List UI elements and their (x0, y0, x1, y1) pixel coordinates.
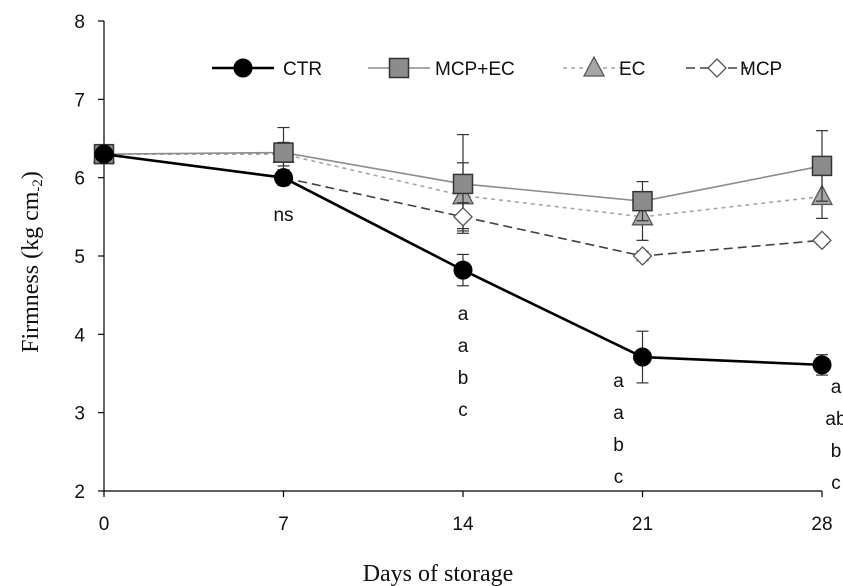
legend-marker (388, 57, 410, 79)
y-axis-title-close: ) (18, 171, 44, 179)
significance-label: a (458, 336, 469, 357)
data-point (94, 144, 114, 164)
y-tick-label: 4 (74, 325, 85, 346)
legend-item-mcp: MCP (686, 58, 782, 80)
data-point (812, 230, 832, 251)
data-point (453, 260, 473, 280)
data-point (633, 347, 652, 367)
data-point (812, 355, 832, 375)
y-tick-label: 3 (74, 404, 85, 425)
significance-label: ab (825, 409, 843, 430)
legend-marker (582, 55, 606, 77)
data-point (273, 142, 294, 163)
x-tick-label: 28 (811, 514, 832, 535)
legend: CTR MCP+EC EC MCP (212, 55, 782, 80)
y-tick-label: 7 (74, 90, 85, 111)
legend-label: EC (619, 59, 645, 80)
significance-label: b (831, 441, 842, 462)
legend-marker (233, 58, 253, 78)
significance-label: a (831, 377, 842, 398)
y-tick-label: 5 (74, 247, 85, 268)
x-axis-title: Days of storage (363, 561, 514, 586)
y-tick-label: 6 (74, 169, 85, 190)
data-point (453, 206, 473, 227)
legend-label: MCP+EC (435, 59, 515, 80)
data-point (811, 155, 833, 177)
data-point (632, 246, 653, 266)
significance-label: a (458, 304, 469, 325)
data-point (632, 190, 653, 212)
legend-item-ctr: CTR (212, 58, 322, 80)
y-tick-label: 8 (74, 12, 85, 33)
significance-label: a (613, 403, 624, 424)
y-axis-ticks: 2 3 4 5 6 7 8 (74, 12, 104, 503)
legend-item-mcp-ec: MCP+EC (368, 57, 515, 80)
series-ctr (94, 144, 832, 384)
legend-item-ec: EC (563, 55, 645, 80)
significance-label: ns (273, 205, 293, 226)
significance-label: c (458, 400, 468, 421)
legend-label: CTR (283, 59, 322, 80)
data-point (274, 168, 293, 188)
y-axis-title-sub: -2 (30, 179, 46, 192)
legend-label: MCP (740, 59, 782, 80)
x-tick-label: 21 (632, 514, 653, 535)
y-axis-title-main: Firmness (kg cm (18, 191, 44, 353)
x-axis-ticks: 0 7 14 21 28 (99, 491, 833, 535)
y-tick-label: 2 (74, 482, 85, 503)
significance-label: b (458, 368, 469, 389)
x-tick-label: 7 (278, 514, 289, 535)
significance-label: c (831, 473, 841, 494)
x-tick-label: 0 (99, 514, 110, 535)
series-layer (92, 126, 834, 384)
significance-label: a (613, 371, 624, 392)
significance-label: b (613, 435, 624, 456)
data-point (452, 173, 474, 195)
significance-label: c (614, 467, 624, 488)
legend-marker (707, 58, 727, 78)
x-tick-label: 14 (452, 514, 474, 535)
y-axis-title: Firmness (kg cm-2) (18, 171, 46, 353)
